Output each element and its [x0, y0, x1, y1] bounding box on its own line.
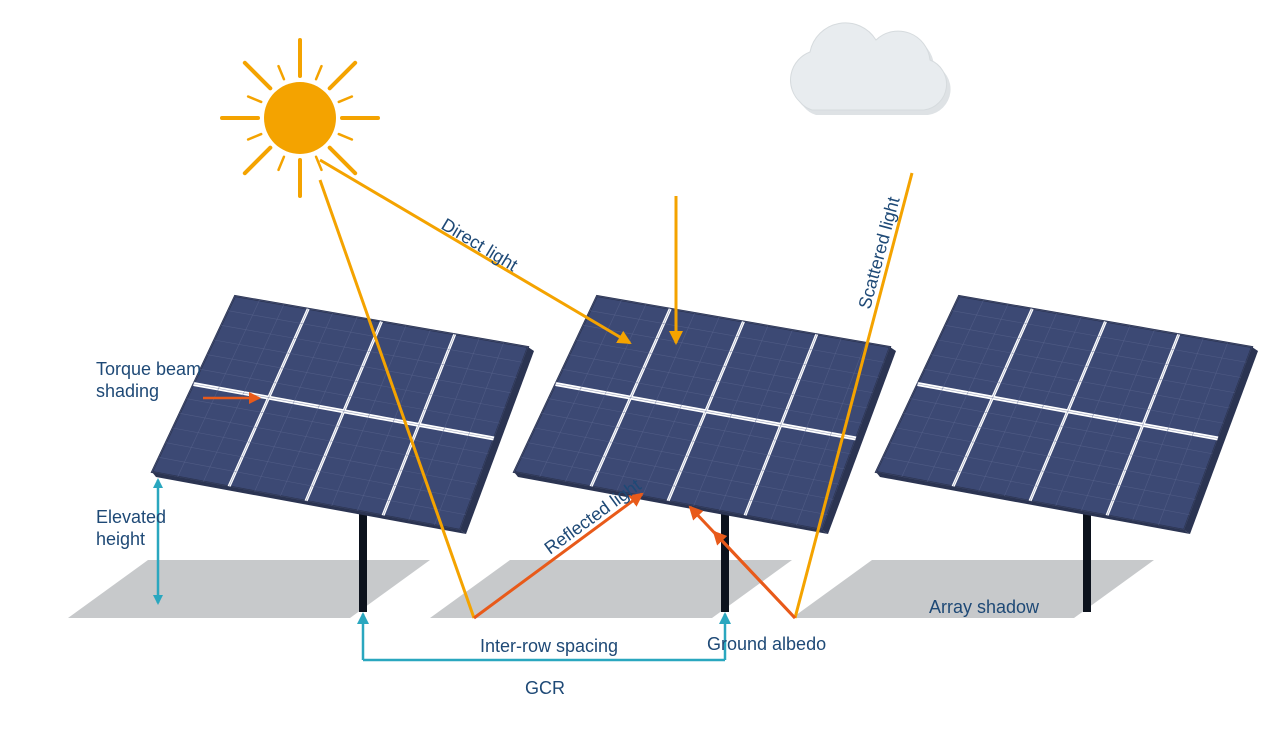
interRowSpacing: Inter-row spacing [480, 636, 618, 656]
svg-text:Array shadow: Array shadow [929, 597, 1040, 617]
svg-text:Direct light: Direct light [438, 214, 521, 275]
cloud-icon [791, 23, 951, 115]
sun-icon [222, 40, 378, 196]
gcr: GCR [525, 678, 565, 698]
directLight: Direct light [438, 214, 521, 275]
arrayShadow: Array shadow [929, 597, 1040, 617]
svg-text:height: height [96, 529, 145, 549]
svg-text:GCR: GCR [525, 678, 565, 698]
elevatedHeight: Elevatedheight [96, 507, 166, 549]
svg-text:shading: shading [96, 381, 159, 401]
svg-text:Ground albedo: Ground albedo [707, 634, 826, 654]
svg-text:Torque beam: Torque beam [96, 359, 201, 379]
groundAlbedo: Ground albedo [707, 634, 826, 654]
svg-text:Elevated: Elevated [96, 507, 166, 527]
svg-text:Inter-row spacing: Inter-row spacing [480, 636, 618, 656]
torqueBeam: Torque beamshading [96, 359, 201, 401]
